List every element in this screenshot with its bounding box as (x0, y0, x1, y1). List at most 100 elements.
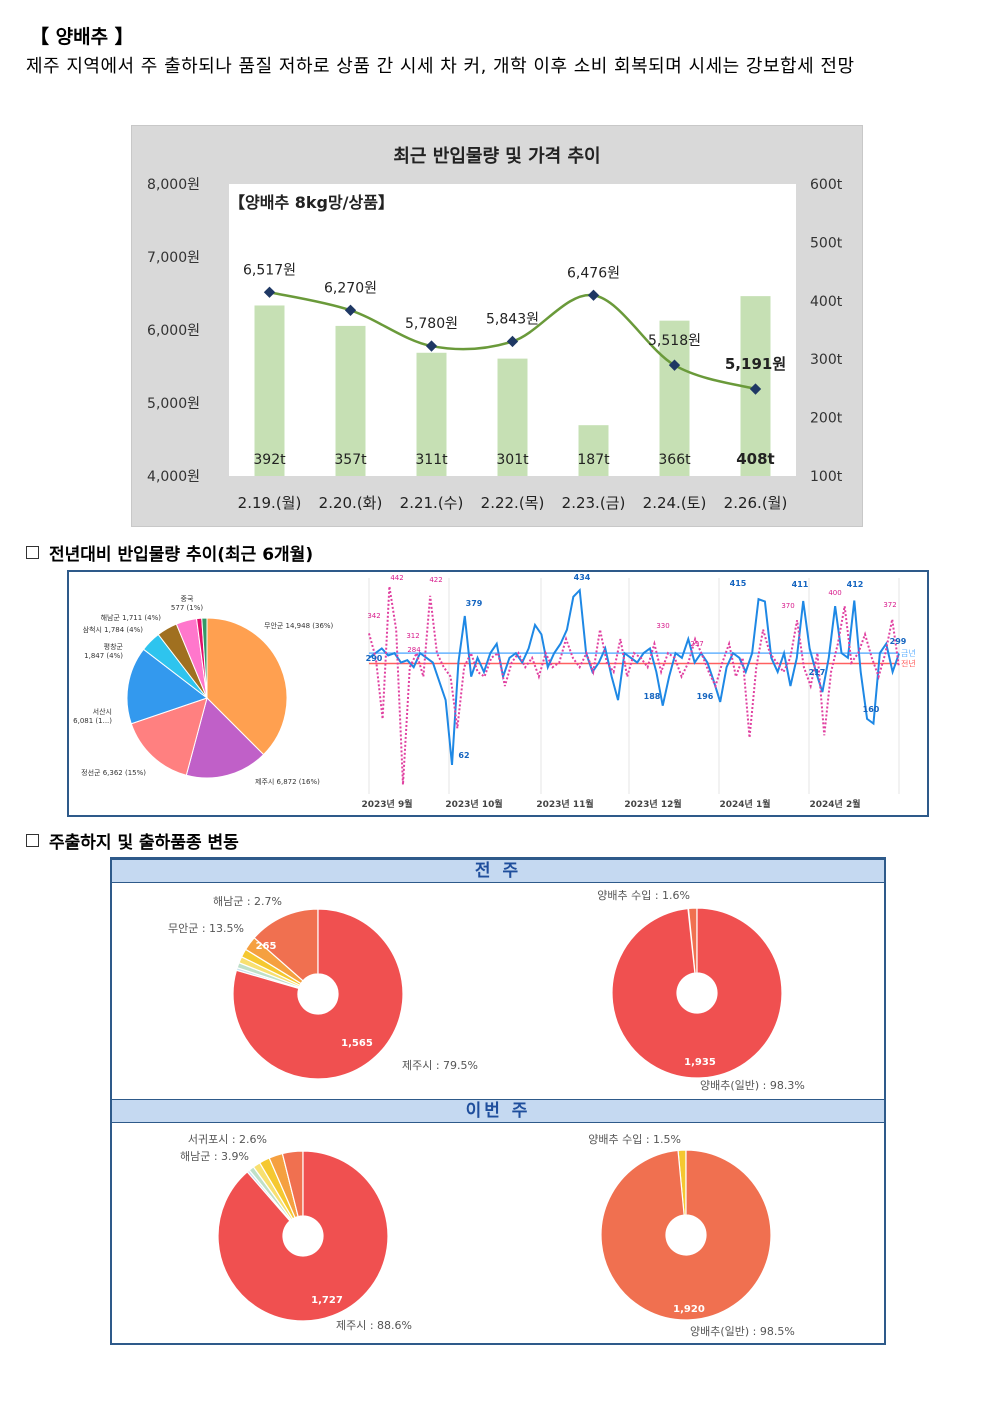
price-marker (425, 340, 438, 352)
donut-slice (600, 1149, 772, 1321)
x-tick: 2.19.(월) (238, 494, 302, 512)
y-left-tick: 6,000원 (147, 323, 200, 339)
x-tick: 2.23.(금) (562, 494, 626, 512)
donut-label: 양배추(일반) : 98.5% (690, 1324, 795, 1338)
bar-label: 311t (415, 452, 448, 468)
band-prev-week: 전 주 (112, 859, 884, 883)
peak-label-pink: 372 (883, 601, 896, 609)
volume-yoy-panel: 무안군 14,948 (36%) 제주시 6,872 (16%) 정선군 6,362… (67, 570, 929, 817)
x-tick: 2024년 2월 (809, 798, 860, 810)
price-marker (749, 383, 762, 395)
donut-label: 양배추 수입 : 1.6% (597, 889, 690, 902)
pie-slice (185, 697, 265, 779)
x-tick: 2023년 11월 (536, 798, 593, 810)
market-summary: 제주 지역에서 주 출하되나 품질 저하로 상품 간 시세 차 커, 개학 이후… (26, 56, 855, 77)
peak-label-pink: 422 (429, 576, 442, 584)
volume-bar (254, 305, 285, 476)
peak-label-blue: 196 (697, 692, 714, 701)
x-tick: 2023년 10월 (445, 798, 502, 810)
origin-variety-svg: 제주시 : 79.5% 1,565 무안군 : 13.5% 265 해남군 : 2.7%… (168, 889, 805, 1338)
donut-slice (253, 908, 319, 982)
price-label: 6,476원 (567, 265, 620, 281)
volume-yoy-svg: 무안군 14,948 (36%) 제주시 6,872 (16%) 정선군 6,362… (73, 573, 916, 810)
peak-label-pink: 312 (406, 632, 419, 640)
checkbox-icon (26, 546, 39, 559)
band-this-week: 이번 주 (112, 1099, 884, 1123)
price-marker (344, 304, 357, 316)
pie-label: 제주시 6,872 (16%) (255, 778, 320, 786)
section-volume-yoy: 전년대비 반입물량 추이(최근 6개월) (26, 540, 313, 565)
donut-label: 제주시 : 88.6% (336, 1319, 412, 1332)
peak-label-pink: 284 (407, 646, 421, 654)
peak-label-blue: 415 (730, 579, 747, 588)
pie-label: 중국 (181, 595, 194, 603)
peak-label-pink: 297 (690, 640, 703, 648)
peak-label-blue: 299 (890, 637, 907, 646)
bar-label: 187t (577, 452, 610, 468)
pie-label: 서산시 (93, 707, 112, 716)
series-line-last-year (368, 586, 900, 785)
price-label: 6,270원 (324, 280, 377, 296)
x-tick: 2.21.(수) (400, 494, 464, 512)
y-left-tick: 5,000원 (147, 396, 200, 412)
x-tick: 2.24.(토) (643, 494, 707, 512)
reference-label: 전년 (901, 658, 916, 668)
price-volume-chart-svg: 최근 반입물량 및 가격 추이 【양배추 8kg망/상품】 4,000원 5,000원… (147, 145, 843, 512)
bar-label: 301t (496, 452, 529, 468)
pie-label: 6,081 (1...) (73, 717, 112, 725)
y-right-tick: 400t (810, 294, 843, 310)
bar-label: 408t (736, 450, 774, 468)
price-label: 5,843원 (486, 311, 539, 327)
volume-bar (335, 325, 366, 476)
bar-label: 392t (253, 452, 286, 468)
peak-label-blue: 379 (466, 599, 483, 608)
peak-label-pink: 400 (828, 589, 841, 597)
pie-label: 577 (1%) (171, 604, 203, 612)
peak-label-pink: 330 (656, 622, 669, 630)
price-marker (587, 289, 600, 301)
peak-label-blue: 217 (809, 668, 826, 677)
price-marker (263, 286, 276, 298)
section-volume-yoy-title: 전년대비 반입물량 추이(최근 6개월) (49, 545, 314, 565)
x-tick: 2.22.(목) (481, 494, 545, 512)
donut-label: 해남군 : 2.7% (213, 894, 282, 908)
price-marker (668, 359, 681, 371)
y-right-tick: 500t (810, 235, 843, 251)
peak-label-blue: 62 (458, 751, 469, 760)
peak-label-blue: 434 (574, 573, 591, 582)
series-line-this-year (368, 587, 900, 765)
section-origin-change-title: 주출하지 및 출하품종 변동 (49, 833, 239, 853)
donut-value: 1,565 (341, 1038, 373, 1049)
price-marker (506, 335, 519, 348)
x-tick: 2.20.(화) (319, 494, 383, 512)
bar-label: 357t (334, 452, 367, 468)
y-right-tick: 600t (810, 177, 843, 193)
y-left-tick: 7,000원 (147, 250, 200, 266)
peak-label-pink: 442 (390, 574, 403, 582)
x-tick: 2023년 9월 (361, 798, 412, 810)
peak-label-blue: 412 (847, 580, 864, 589)
peak-label-pink: 370 (781, 602, 794, 610)
donut-label: 제주시 : 79.5% (402, 1059, 478, 1072)
y-right-tick: 300t (810, 352, 843, 368)
peak-label-blue: 160 (863, 705, 880, 714)
bar-label: 366t (658, 452, 691, 468)
pie-label: 정선군 6,362 (15%) (81, 768, 146, 777)
y-right-tick: 100t (810, 469, 843, 485)
pie-slice (201, 617, 208, 699)
donut-label: 무안군 : 13.5% (168, 922, 244, 935)
donut-value: 265 (256, 941, 277, 952)
donut-label: 양배추(일반) : 98.3% (700, 1078, 805, 1092)
price-label: 5,191원 (725, 355, 786, 373)
section-origin-change: 주출하지 및 출하품종 변동 (26, 828, 239, 853)
price-label: 5,780원 (405, 316, 458, 332)
donut-label: 양배추 수입 : 1.5% (588, 1133, 681, 1146)
chart-title: 최근 반입물량 및 가격 추이 (393, 145, 600, 167)
donut-slice (217, 1150, 389, 1322)
y-left-tick: 8,000원 (147, 177, 200, 193)
y-left-tick: 4,000원 (147, 469, 200, 485)
donut-value: 1,935 (684, 1057, 716, 1068)
donut-slice (232, 908, 404, 1080)
y-right-tick: 200t (810, 411, 843, 427)
checkbox-icon (26, 834, 39, 847)
